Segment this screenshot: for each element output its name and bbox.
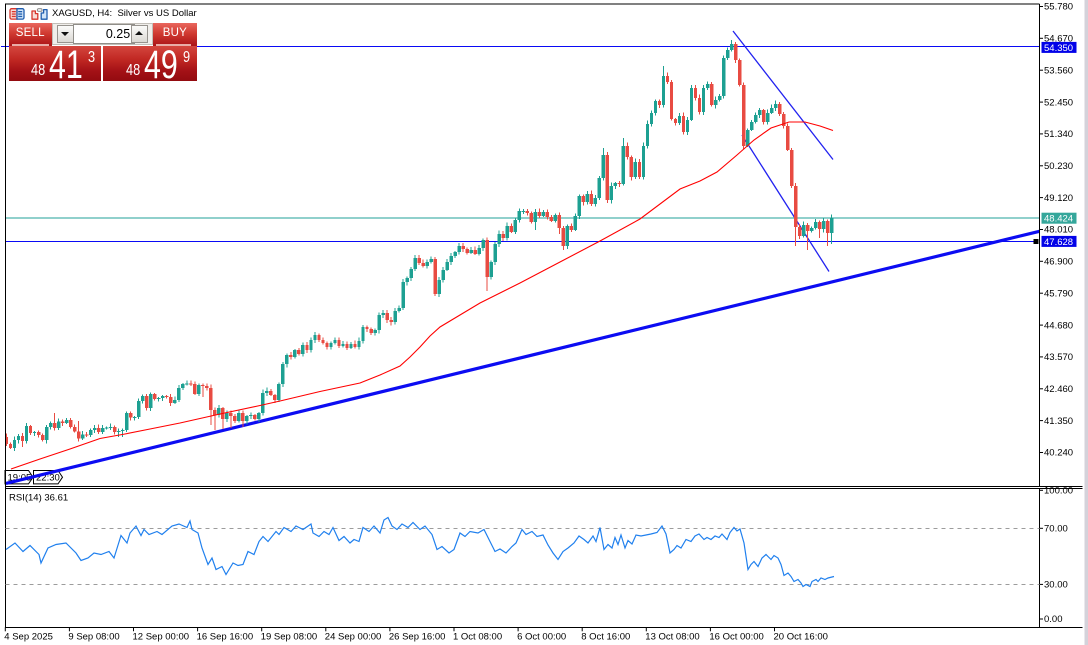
svg-text:1 Oct 08:00: 1 Oct 08:00 bbox=[453, 632, 502, 643]
svg-text:12 Sep 00:00: 12 Sep 00:00 bbox=[133, 632, 190, 643]
svg-text:43.570: 43.570 bbox=[1044, 352, 1073, 363]
svg-text:8 Oct 16:00: 8 Oct 16:00 bbox=[581, 632, 630, 643]
svg-text:16 Oct 00:00: 16 Oct 00:00 bbox=[709, 632, 763, 643]
svg-text:6 Oct 00:00: 6 Oct 00:00 bbox=[517, 632, 566, 643]
svg-text:9 Sep 08:00: 9 Sep 08:00 bbox=[68, 632, 119, 643]
svg-text:19 Sep 08:00: 19 Sep 08:00 bbox=[261, 632, 318, 643]
svg-text:13 Oct 08:00: 13 Oct 08:00 bbox=[645, 632, 699, 643]
svg-text:51.340: 51.340 bbox=[1044, 129, 1073, 140]
svg-text:53.560: 53.560 bbox=[1044, 65, 1073, 76]
svg-text:46.900: 46.900 bbox=[1044, 257, 1073, 268]
svg-text:RSI(14) 36.61: RSI(14) 36.61 bbox=[9, 493, 68, 504]
svg-text:48.424: 48.424 bbox=[1044, 214, 1073, 225]
svg-text:19:05: 19:05 bbox=[8, 473, 32, 484]
svg-text:70.00: 70.00 bbox=[1044, 524, 1068, 535]
svg-text:54.670: 54.670 bbox=[1044, 34, 1073, 45]
svg-text:4 Sep 2025: 4 Sep 2025 bbox=[4, 632, 53, 643]
svg-text:55.780: 55.780 bbox=[1044, 2, 1073, 13]
svg-text:24 Sep 00:00: 24 Sep 00:00 bbox=[325, 632, 382, 643]
svg-text:30.00: 30.00 bbox=[1044, 580, 1068, 591]
svg-text:47.628: 47.628 bbox=[1044, 237, 1073, 248]
svg-text:26 Sep 16:00: 26 Sep 16:00 bbox=[389, 632, 446, 643]
svg-text:48.010: 48.010 bbox=[1044, 225, 1073, 236]
svg-text:41.350: 41.350 bbox=[1044, 416, 1073, 427]
svg-text:0.00: 0.00 bbox=[1044, 614, 1063, 625]
svg-text:20 Oct 16:00: 20 Oct 16:00 bbox=[774, 632, 828, 643]
svg-text:52.450: 52.450 bbox=[1044, 97, 1073, 108]
svg-text:40.240: 40.240 bbox=[1044, 448, 1073, 459]
svg-text:16 Sep 16:00: 16 Sep 16:00 bbox=[197, 632, 254, 643]
svg-text:44.680: 44.680 bbox=[1044, 320, 1073, 331]
svg-text:100.00: 100.00 bbox=[1044, 486, 1073, 497]
svg-text:49.120: 49.120 bbox=[1044, 193, 1073, 204]
svg-text:42.460: 42.460 bbox=[1044, 384, 1073, 395]
svg-text:54.350: 54.350 bbox=[1044, 43, 1073, 54]
svg-text:22:30: 22:30 bbox=[36, 473, 60, 484]
svg-text:50.230: 50.230 bbox=[1044, 161, 1073, 172]
svg-text:45.790: 45.790 bbox=[1044, 288, 1073, 299]
